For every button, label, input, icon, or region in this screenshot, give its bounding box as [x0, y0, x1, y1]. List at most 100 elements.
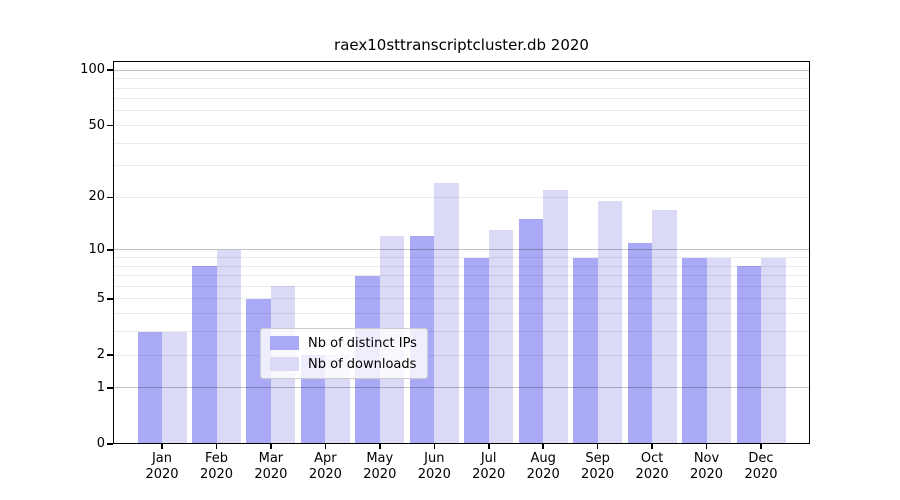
- y-tick-label: 10: [88, 241, 105, 257]
- x-tick-year: 2020: [363, 467, 397, 482]
- x-tick-mark: [542, 444, 544, 449]
- bar-jan-downloads: [162, 331, 187, 444]
- x-tick-year: 2020: [581, 467, 615, 482]
- x-tick-month: Dec: [748, 451, 774, 466]
- gridline-major: [113, 387, 810, 389]
- gridline-minor: [113, 257, 810, 258]
- x-tick-label-feb: Feb 2020: [177, 451, 257, 483]
- y-tick-label: 0: [96, 436, 105, 451]
- x-tick-mark: [433, 444, 435, 449]
- y-tick-label: 2: [96, 347, 105, 362]
- x-tick-label-mar: Mar 2020: [231, 451, 311, 483]
- x-tick-month: Apr: [314, 451, 337, 466]
- x-tick-mark: [705, 444, 708, 449]
- gridline-minor: [113, 78, 810, 79]
- gridline-minor: [113, 331, 810, 333]
- x-tick-month: Jul: [480, 451, 497, 466]
- x-tick-month: Feb: [204, 451, 229, 466]
- x-tick-year: 2020: [689, 467, 724, 482]
- legend-label: Nb of distinct IPs: [308, 335, 417, 351]
- legend-swatch: [270, 357, 299, 371]
- x-tick-label-may: May 2020: [340, 451, 420, 483]
- bar-dec-downloads: [761, 257, 786, 444]
- gridline-minor: [113, 87, 810, 89]
- y-tick-label: 100: [80, 62, 105, 78]
- chart-title: raex10sttranscriptcluster.db 2020: [334, 36, 589, 54]
- x-tick-mark: [161, 444, 163, 449]
- bar-dec-ips: [736, 266, 761, 444]
- x-tick-year: 2020: [635, 467, 669, 482]
- bar-aug-downloads: [543, 190, 568, 444]
- gridline-minor: [113, 275, 810, 276]
- legend-label: Nb of downloads: [308, 356, 417, 372]
- legend-swatch: [270, 336, 299, 350]
- bar-sep-downloads: [597, 201, 623, 444]
- x-tick-month: May: [366, 451, 394, 466]
- x-tick-mark: [379, 444, 381, 449]
- gridline-minor: [113, 354, 810, 356]
- y-tick-mark: [107, 443, 113, 445]
- bar-oct-downloads: [652, 209, 677, 444]
- x-tick-mark: [215, 444, 218, 449]
- y-tick-mark: [107, 124, 113, 127]
- x-tick-label-dec: Dec 2020: [721, 451, 801, 483]
- bar-sep-ips: [573, 257, 598, 444]
- gridline-major: [113, 249, 810, 251]
- gridline-minor: [113, 142, 810, 144]
- bar-jul-downloads: [488, 230, 514, 444]
- gridline-minor: [113, 98, 810, 100]
- gridline-minor: [113, 285, 810, 287]
- bar-nov-ips: [682, 257, 707, 444]
- legend: Nb of distinct IPs Nb of downloads: [260, 328, 428, 379]
- x-tick-month: Jan: [151, 451, 173, 466]
- x-tick-year: 2020: [199, 467, 234, 482]
- y-tick-label: 50: [88, 117, 105, 133]
- bar-oct-ips: [627, 242, 653, 444]
- y-tick-mark: [107, 69, 113, 71]
- x-tick-label-nov: Nov 2020: [667, 451, 747, 483]
- y-tick-mark: [107, 249, 113, 251]
- y-tick-label: 5: [96, 290, 105, 306]
- gridline-minor: [113, 313, 810, 315]
- x-tick-mark: [760, 444, 762, 449]
- x-tick-mark: [651, 444, 653, 449]
- bar-jan-ips: [137, 331, 162, 444]
- x-tick-year: 2020: [417, 467, 451, 482]
- x-tick-year: 2020: [254, 467, 288, 482]
- x-tick-label-sep: Sep 2020: [558, 451, 638, 483]
- gridline-minor: [113, 165, 810, 167]
- x-tick-mark: [488, 444, 490, 449]
- y-tick-mark: [107, 196, 113, 199]
- x-tick-label-jun: Jun 2020: [394, 451, 474, 483]
- x-tick-label-aug: Aug 2020: [503, 451, 583, 483]
- x-tick-label-jan: Jan 2020: [122, 451, 202, 483]
- gridline-minor: [113, 110, 810, 112]
- gridline-minor: [113, 196, 810, 198]
- x-tick-year: 2020: [308, 467, 342, 482]
- x-tick-mark: [270, 444, 272, 449]
- x-tick-year: 2020: [145, 467, 179, 482]
- y-tick-label: 20: [88, 189, 105, 205]
- gridline-minor: [113, 298, 810, 300]
- x-tick-month: Mar: [258, 451, 284, 466]
- x-tick-month: Jun: [424, 451, 445, 466]
- bar-nov-downloads: [706, 257, 731, 444]
- x-tick-year: 2020: [744, 467, 778, 482]
- bar-feb-downloads: [216, 249, 241, 444]
- plot-area: [113, 61, 810, 444]
- y-tick-mark: [107, 298, 113, 300]
- y-tick-label: 1: [96, 379, 105, 395]
- legend-row: Nb of distinct IPs: [270, 334, 417, 352]
- x-tick-year: 2020: [526, 467, 560, 482]
- bar-aug-ips: [518, 219, 544, 444]
- x-tick-month: Aug: [530, 451, 556, 466]
- x-tick-label-apr: Apr 2020: [285, 451, 365, 483]
- gridline-minor: [113, 125, 810, 126]
- x-tick-month: Nov: [693, 451, 720, 466]
- x-tick-label-oct: Oct 2020: [612, 451, 692, 483]
- legend-row: Nb of downloads: [270, 355, 417, 373]
- gridline-major: [113, 69, 810, 71]
- x-tick-mark: [596, 444, 599, 449]
- bar-jul-ips: [464, 257, 489, 444]
